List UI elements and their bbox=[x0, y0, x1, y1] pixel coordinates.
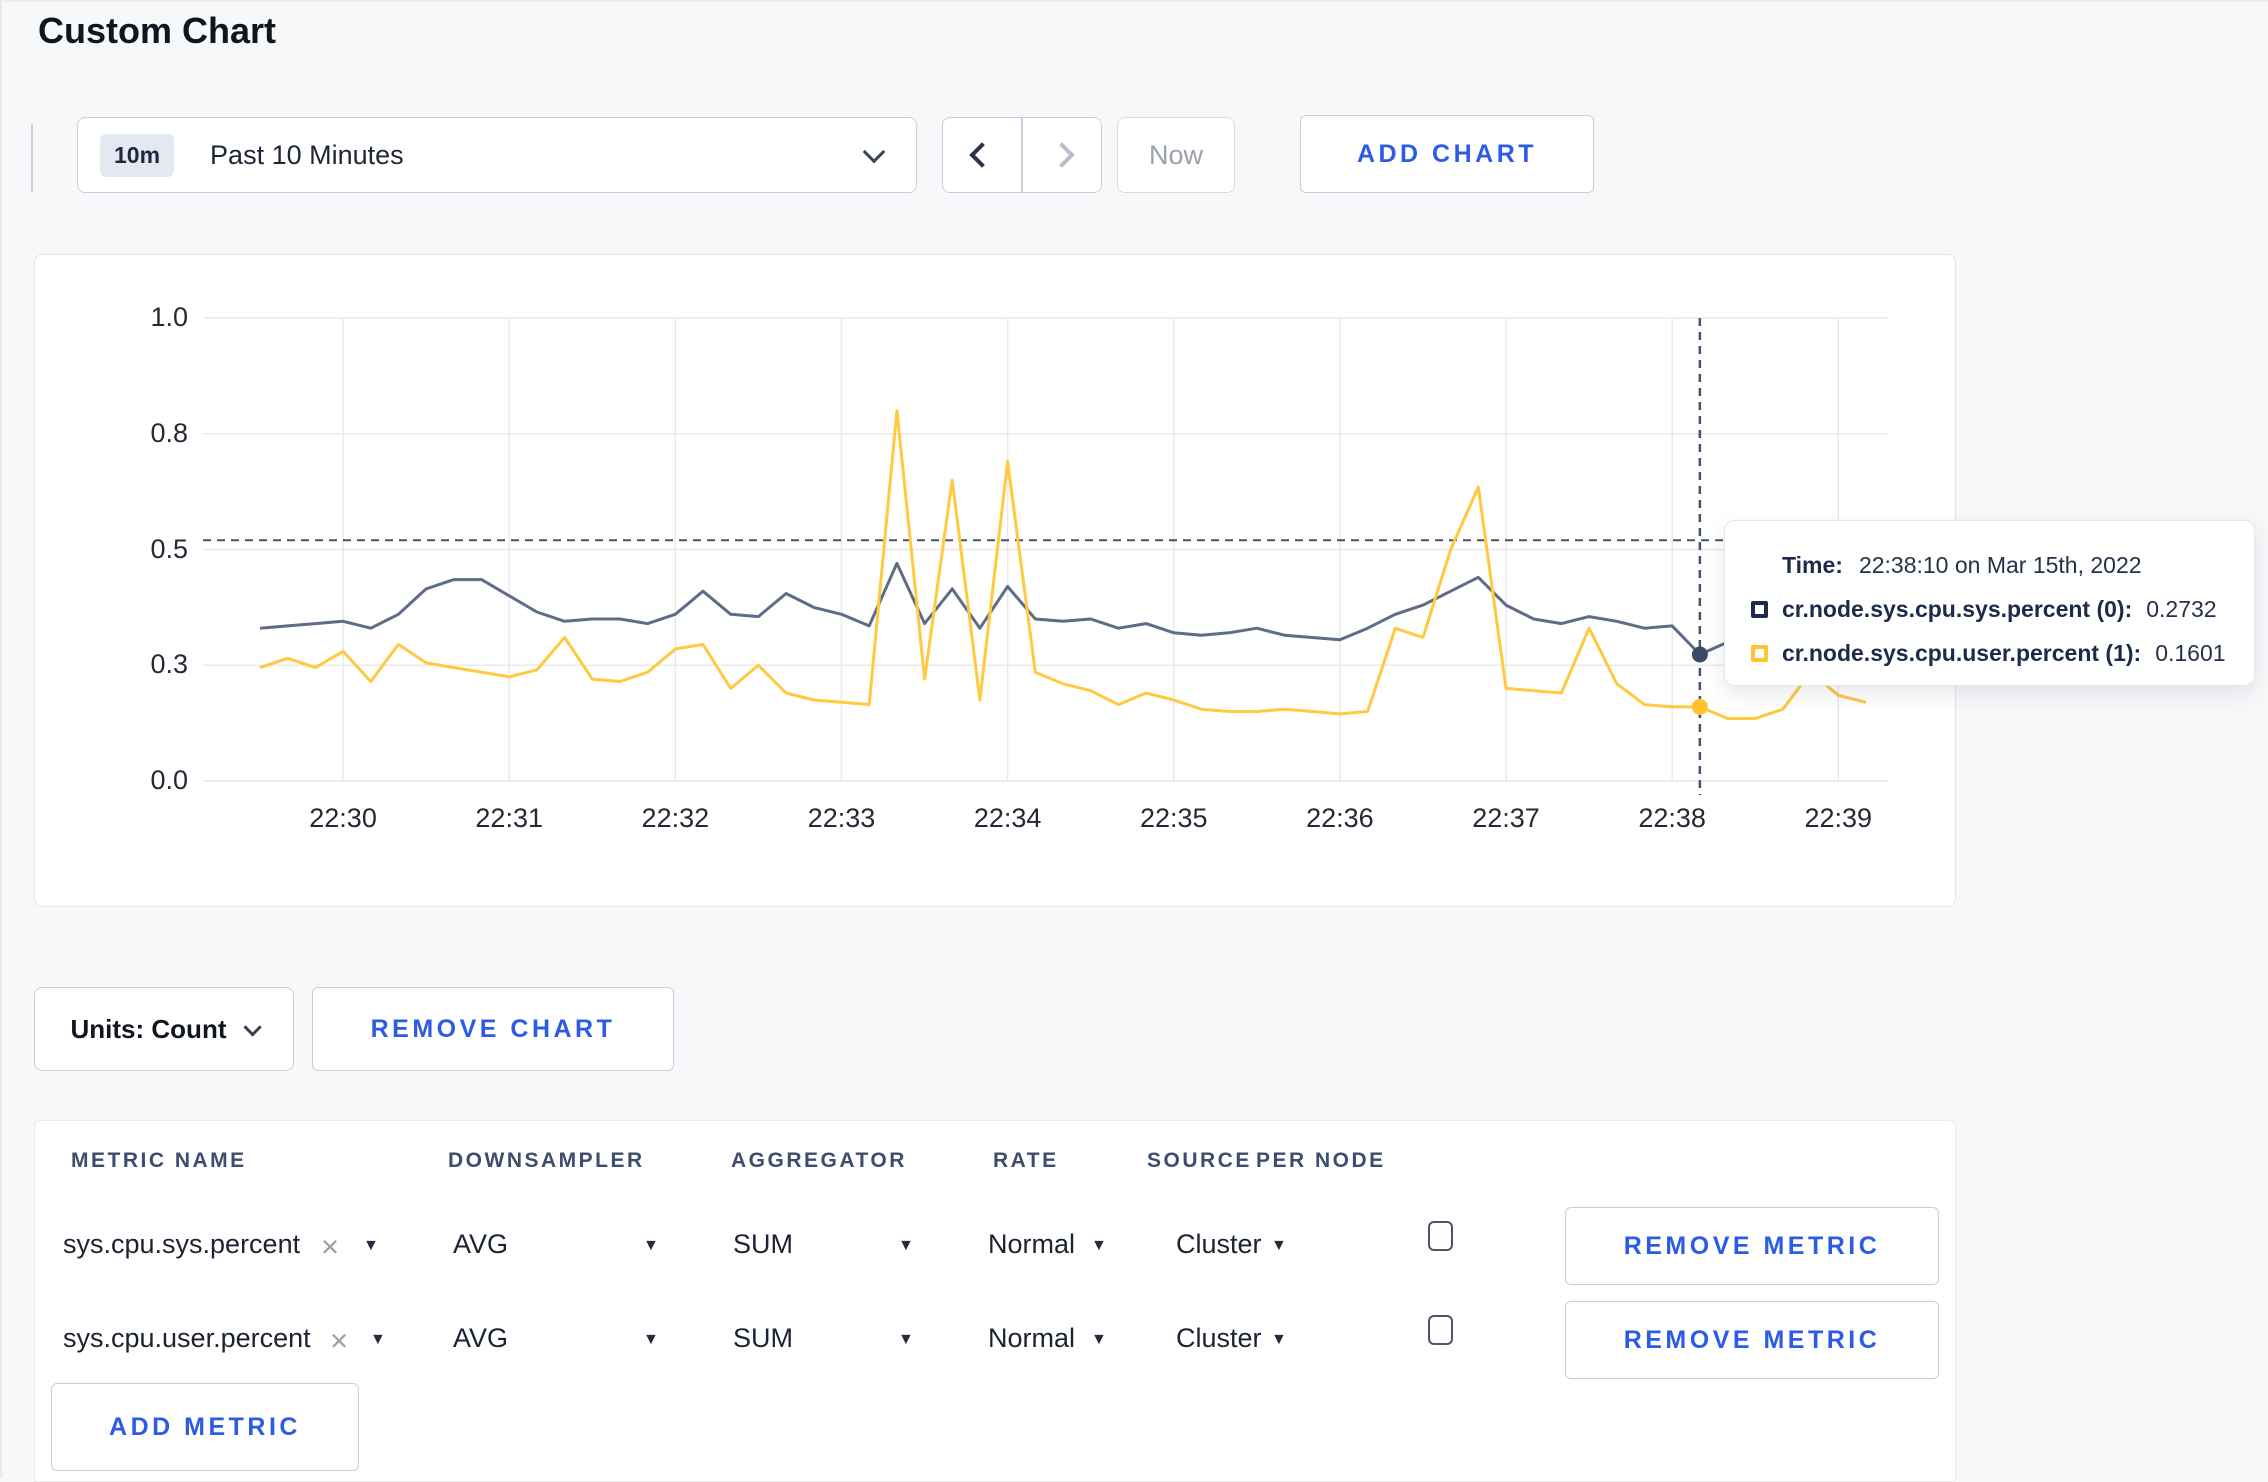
dropdown-triangle-icon[interactable]: ▼ bbox=[370, 1331, 386, 1348]
col-header-downsampler: DOWNSAMPLER bbox=[448, 1149, 645, 1172]
y-axis-tick-label: 1.0 bbox=[150, 302, 188, 332]
x-axis-tick-label: 22:31 bbox=[475, 803, 543, 833]
x-axis-tick-label: 22:39 bbox=[1804, 803, 1873, 833]
time-range-label: Past 10 Minutes bbox=[210, 139, 404, 170]
chevron-down-icon bbox=[862, 140, 886, 164]
tooltip-series-value: 0.2732 bbox=[2146, 595, 2217, 622]
tooltip-time-value: 22:38:10 on Mar 15th, 2022 bbox=[1858, 551, 2142, 578]
chevron-down-icon bbox=[243, 1017, 263, 1037]
remove-metric-button[interactable]: REMOVE METRIC bbox=[1565, 1207, 1939, 1285]
per-node-checkbox[interactable] bbox=[1428, 1315, 1453, 1345]
y-axis-tick-label: 0.3 bbox=[150, 649, 188, 680]
dropdown-triangle-icon[interactable]: ▼ bbox=[1091, 1237, 1107, 1254]
y-axis-tick-label: 0.0 bbox=[150, 765, 188, 795]
per-node-checkbox[interactable] bbox=[1428, 1221, 1453, 1251]
dropdown-triangle-icon[interactable]: ▼ bbox=[643, 1331, 659, 1348]
dropdown-triangle-icon[interactable]: ▼ bbox=[643, 1237, 659, 1254]
x-axis-tick-label: 22:32 bbox=[641, 803, 710, 833]
tooltip-series-name: cr.node.sys.cpu.user.percent (1): bbox=[1782, 639, 2142, 666]
clear-metric-icon[interactable]: × bbox=[330, 1323, 349, 1358]
dropdown-triangle-icon[interactable]: ▼ bbox=[1271, 1331, 1287, 1348]
downsampler-select[interactable]: AVG bbox=[453, 1323, 509, 1353]
chevron-right-icon bbox=[1049, 142, 1075, 168]
col-header-rate: RATE bbox=[993, 1149, 1059, 1172]
x-axis-tick-label: 22:30 bbox=[309, 803, 377, 833]
metric-name-select[interactable]: sys.cpu.sys.percent bbox=[63, 1229, 301, 1259]
metrics-table: METRIC NAME DOWNSAMPLER AGGREGATOR RATE … bbox=[34, 1120, 1956, 1482]
col-header-source: SOURCE bbox=[1147, 1149, 1252, 1172]
col-header-per-node: PER NODE bbox=[1256, 1149, 1386, 1172]
toolbar-divider bbox=[31, 124, 33, 192]
dropdown-triangle-icon[interactable]: ▼ bbox=[1091, 1331, 1107, 1348]
remove-chart-button[interactable]: REMOVE CHART bbox=[312, 987, 674, 1071]
chart-hover-tooltip: Time: 22:38:10 on Mar 15th, 2022 cr.node… bbox=[1724, 520, 2255, 686]
x-axis-tick-label: 22:38 bbox=[1638, 803, 1706, 833]
col-header-aggregator: AGGREGATOR bbox=[731, 1149, 907, 1172]
dropdown-triangle-icon[interactable]: ▼ bbox=[363, 1237, 379, 1254]
x-axis-tick-label: 22:34 bbox=[973, 803, 1042, 833]
time-back-button[interactable] bbox=[942, 117, 1022, 193]
aggregator-select[interactable]: SUM bbox=[733, 1229, 793, 1259]
dropdown-triangle-icon[interactable]: ▼ bbox=[898, 1331, 914, 1348]
x-axis-tick-label: 22:33 bbox=[807, 803, 876, 833]
units-selector[interactable]: Units: Count bbox=[34, 987, 294, 1071]
y-axis-tick-label: 0.5 bbox=[150, 533, 188, 564]
col-header-metric-name: METRIC NAME bbox=[71, 1149, 247, 1172]
now-button[interactable]: Now bbox=[1117, 117, 1235, 193]
time-forward-button[interactable] bbox=[1022, 117, 1102, 193]
chart-card: 0.0 0.3 0.5 0.8 1.0 22:30 22:31 22:32 22:33 22:3… bbox=[34, 254, 1956, 907]
units-label: Units: Count bbox=[70, 1013, 227, 1044]
x-axis-tick-label: 22:35 bbox=[1139, 803, 1208, 833]
downsampler-select[interactable]: AVG bbox=[453, 1229, 509, 1259]
rate-select[interactable]: Normal bbox=[988, 1323, 1076, 1353]
time-step-arrows bbox=[942, 117, 1102, 193]
y-axis-tick-label: 0.8 bbox=[150, 417, 188, 448]
tooltip-time-label: Time: bbox=[1782, 551, 1843, 578]
series-sys-legend-swatch bbox=[1751, 600, 1768, 618]
time-range-badge: 10m bbox=[100, 133, 175, 177]
chart-plot[interactable] bbox=[35, 255, 1955, 906]
metric-name-select[interactable]: sys.cpu.user.percent bbox=[63, 1323, 311, 1353]
dropdown-triangle-icon[interactable]: ▼ bbox=[898, 1237, 914, 1254]
page-title: Custom Chart bbox=[38, 10, 277, 51]
clear-metric-icon[interactable]: × bbox=[321, 1229, 340, 1264]
x-axis-tick-label: 22:37 bbox=[1472, 803, 1540, 833]
rate-select[interactable]: Normal bbox=[988, 1229, 1076, 1259]
tooltip-series-name: cr.node.sys.cpu.sys.percent (0): bbox=[1782, 595, 2133, 622]
add-chart-button[interactable]: ADD CHART bbox=[1300, 115, 1594, 193]
remove-metric-button[interactable]: REMOVE METRIC bbox=[1565, 1301, 1939, 1379]
source-select[interactable]: Cluster bbox=[1176, 1323, 1262, 1353]
chevron-left-icon bbox=[969, 142, 995, 168]
x-axis-tick-label: 22:36 bbox=[1306, 803, 1374, 833]
add-metric-button[interactable]: ADD METRIC bbox=[51, 1383, 359, 1471]
tooltip-series-value: 0.1601 bbox=[2155, 639, 2226, 666]
aggregator-select[interactable]: SUM bbox=[733, 1323, 793, 1353]
dropdown-triangle-icon[interactable]: ▼ bbox=[1271, 1237, 1287, 1254]
series-user-legend-swatch bbox=[1751, 644, 1768, 662]
time-range-selector[interactable]: 10m Past 10 Minutes bbox=[77, 117, 917, 193]
source-select[interactable]: Cluster bbox=[1176, 1229, 1262, 1259]
